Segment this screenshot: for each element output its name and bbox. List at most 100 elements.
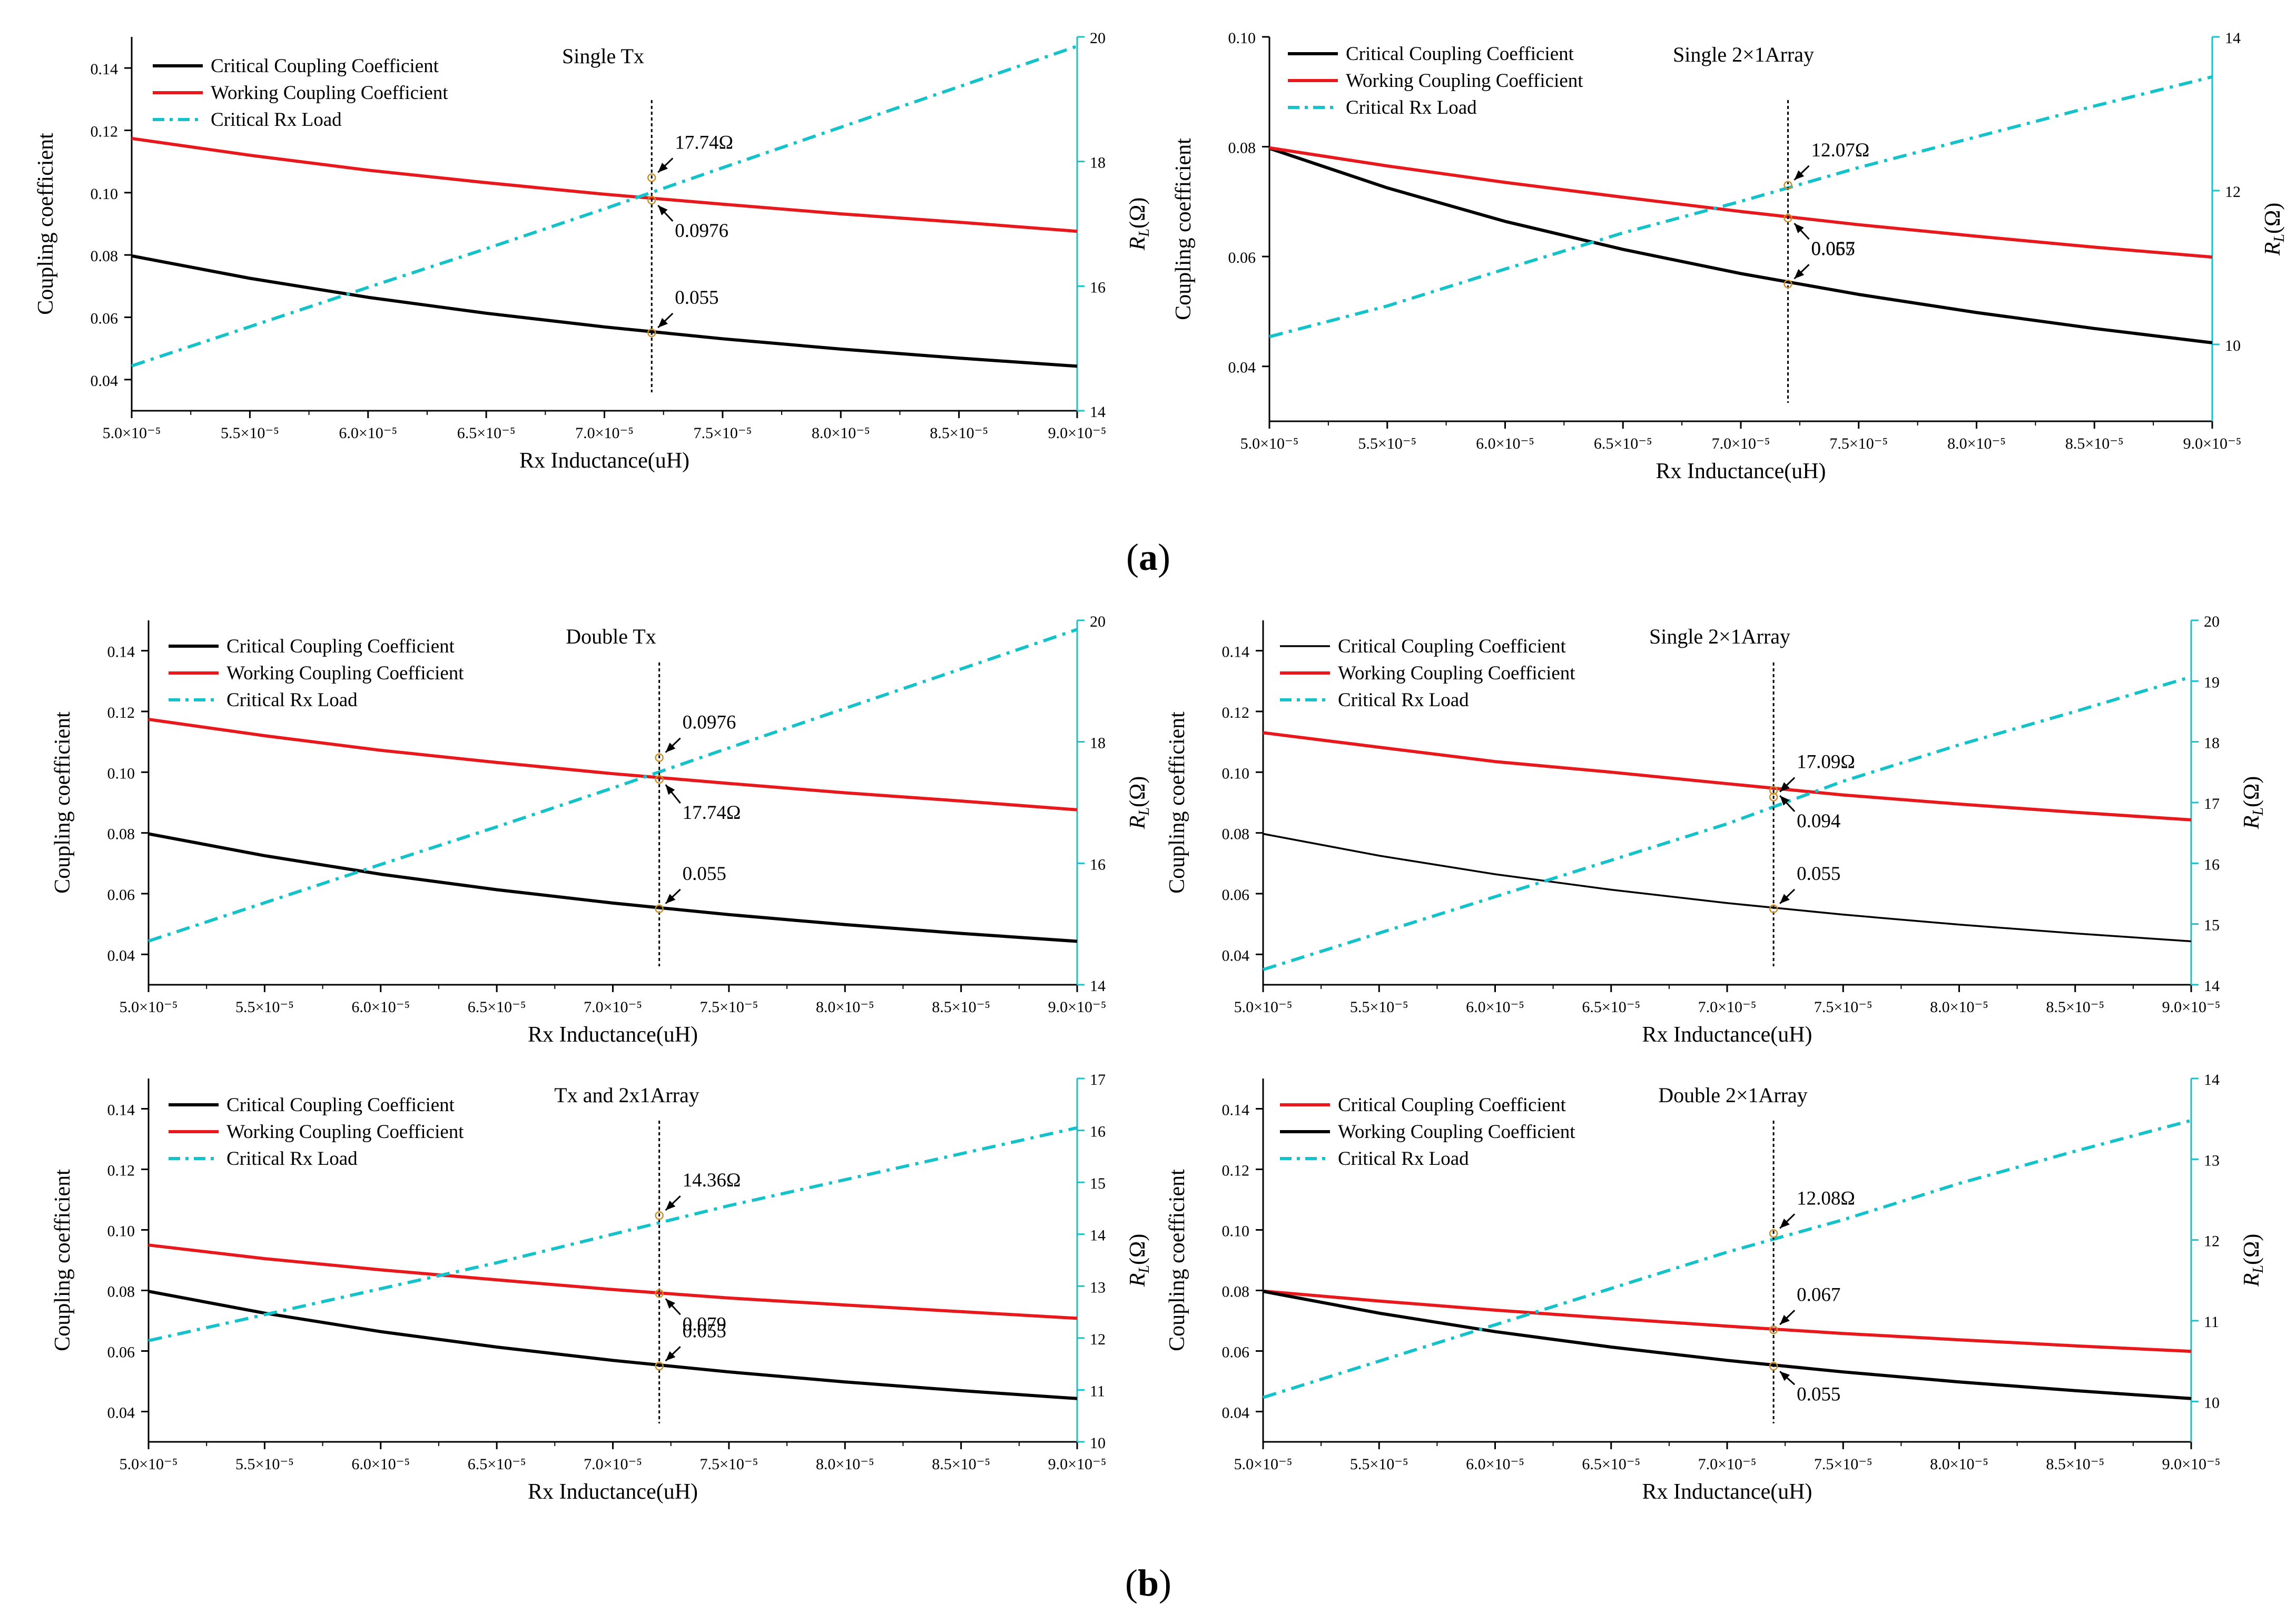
- x-tick-label: 8.0×10⁻⁵: [1947, 435, 2006, 452]
- y-tick-label: 0.06: [91, 310, 119, 328]
- y2-tick-label: 13: [2204, 1152, 2220, 1169]
- annotation-label: 0.079: [683, 1313, 726, 1335]
- y-tick-label: 0.14: [91, 61, 119, 78]
- series-line-2: [131, 136, 1078, 233]
- y-tick-label: 0.04: [1222, 1404, 1250, 1422]
- legend-label-1: Critical Coupling Coefficient: [1338, 636, 1566, 657]
- x-tick-label: 9.0×10⁻⁵: [2162, 1456, 2221, 1473]
- annotation-arrowhead: [1780, 782, 1790, 792]
- legend-label-3: Critical Rx Load: [226, 689, 358, 711]
- x-tick-label: 7.5×10⁻⁵: [694, 424, 752, 442]
- y2-tick-label: 11: [2204, 1313, 2219, 1331]
- x-tick-label: 5.5×10⁻⁵: [235, 1456, 294, 1473]
- annotation: 17.74Ω: [655, 775, 741, 824]
- y2-axis-label-subscript: L: [1136, 229, 1152, 237]
- x-tick-label: 5.5×10⁻⁵: [221, 424, 279, 442]
- series-line-2: [1269, 146, 2213, 259]
- annotation-label: 0.055: [1797, 1383, 1840, 1405]
- y2-axis-label: RL(Ω): [1126, 1234, 1152, 1287]
- annotation: 0.0976: [647, 195, 728, 242]
- y-axis-label: Coupling coefficient: [1171, 138, 1196, 320]
- chart-title: Double Tx: [566, 625, 656, 648]
- y2-axis-label-symbol: R: [2240, 1273, 2264, 1288]
- y2-tick-label: 14: [1090, 1227, 1106, 1244]
- legend-label-2: Working Coupling Coefficient: [1338, 1121, 1575, 1143]
- annotation-label: 12.07Ω: [1811, 140, 1870, 161]
- y-tick-label: 0.14: [107, 644, 135, 661]
- y-tick-label: 0.04: [107, 1404, 135, 1422]
- y-tick-label: 0.10: [1222, 765, 1250, 782]
- y-tick-label: 0.12: [1222, 1162, 1250, 1180]
- x-axis-label: Rx Inductance(uH): [528, 1480, 698, 1504]
- y2-axis-label: RL(Ω): [2240, 1234, 2267, 1287]
- annotation-point: [647, 195, 656, 205]
- x-axis-label: Rx Inductance(uH): [1642, 1480, 1812, 1504]
- chart-panel-b-bottom-right: 5.0×10⁻⁵ 5.5×10⁻⁵ 6.0×10⁻⁵ 6.5×10⁻⁵ 7.0×10⁻⁵…: [1165, 1071, 2267, 1504]
- y-axis-label: Coupling coefficient: [51, 1169, 75, 1351]
- y-tick-label: 0.08: [1222, 826, 1250, 843]
- chart-title: Single 2×1Array: [1673, 43, 1814, 66]
- x-tick-label: 6.0×10⁻⁵: [339, 424, 397, 442]
- annotation-point: [655, 1289, 664, 1298]
- y-axis-label: Coupling coefficient: [51, 711, 75, 894]
- annotation-label: 0.055: [1811, 238, 1855, 260]
- series-line-2: [1263, 731, 2192, 822]
- y2-axis-label-subscript: L: [1136, 807, 1152, 816]
- x-tick-label: 7.5×10⁻⁵: [700, 998, 758, 1016]
- x-tick-label: 6.5×10⁻⁵: [468, 1456, 526, 1473]
- y-tick-label: 0.08: [107, 826, 135, 843]
- annotation-arrowhead: [665, 1200, 676, 1211]
- y-tick-label: 0.04: [1228, 359, 1256, 377]
- annotation-label: 0.0976: [675, 220, 728, 242]
- x-tick-label: 9.0×10⁻⁵: [2162, 998, 2221, 1016]
- annotation-point: [1769, 1362, 1778, 1371]
- x-tick-label: 8.5×10⁻⁵: [932, 1456, 990, 1473]
- x-tick-label: 6.5×10⁻⁵: [1582, 1456, 1640, 1473]
- annotation-arrowhead: [658, 205, 668, 215]
- x-tick-label: 9.0×10⁻⁵: [1048, 998, 1107, 1016]
- chart-title: Single 2×1Array: [1649, 625, 1790, 648]
- x-tick-label: 6.5×10⁻⁵: [468, 998, 526, 1016]
- x-tick-label: 5.5×10⁻⁵: [1350, 998, 1408, 1016]
- y2-tick-label: 14: [2204, 1071, 2220, 1088]
- annotation-arrowhead: [1780, 1371, 1790, 1381]
- annotation-label: 0.0976: [683, 712, 736, 734]
- legend-label-3: Critical Rx Load: [1338, 689, 1469, 711]
- series-line-1: [1263, 833, 2192, 943]
- y-axis-label: Coupling coefficient: [1165, 711, 1189, 894]
- annotation-arrowhead: [1780, 795, 1790, 806]
- y2-axis-label-subscript: L: [2271, 234, 2288, 243]
- annotation-label: 14.36Ω: [683, 1170, 741, 1191]
- annotation-label: 0.067: [1811, 238, 1855, 260]
- annotation-arrowhead: [665, 1351, 676, 1361]
- annotation-arrowhead: [665, 785, 675, 795]
- x-tick-label: 9.0×10⁻⁵: [1048, 424, 1107, 442]
- annotation-point: [1769, 793, 1778, 801]
- annotation-point: [655, 1211, 664, 1220]
- annotation-label: 12.08Ω: [1797, 1187, 1855, 1209]
- annotation-label: 17.74Ω: [675, 132, 733, 153]
- annotation-arrowhead: [1794, 170, 1805, 180]
- x-axis-label: Rx Inductance(uH): [1642, 1023, 1812, 1047]
- annotation-label: 0.094: [1797, 810, 1840, 832]
- annotation-point: [647, 328, 656, 338]
- caption-a-open: (: [1126, 536, 1139, 578]
- y-tick-label: 0.06: [1222, 886, 1250, 904]
- annotation-label: 17.74Ω: [683, 802, 741, 824]
- annotation: 0.055: [1769, 1362, 1840, 1405]
- legend-label-2: Working Coupling Coefficient: [226, 662, 464, 684]
- x-tick-label: 6.0×10⁻⁵: [1466, 998, 1524, 1016]
- y2-axis-label: RL(Ω): [2240, 776, 2267, 829]
- series-line-3: [1263, 1119, 2192, 1399]
- y2-axis-label-unit: (Ω): [1126, 776, 1150, 807]
- y2-tick-label: 20: [1090, 613, 1106, 630]
- caption-b: (b): [1125, 1562, 1171, 1604]
- y2-axis-label-unit: (Ω): [1126, 197, 1150, 229]
- y-tick-label: 0.14: [1222, 1102, 1250, 1119]
- y2-tick-label: 17: [1090, 1071, 1106, 1088]
- y-tick-label: 0.04: [91, 372, 119, 390]
- annotation: 0.0976: [655, 712, 736, 762]
- y-tick-label: 0.12: [107, 704, 135, 721]
- y2-tick-label: 15: [2204, 917, 2220, 934]
